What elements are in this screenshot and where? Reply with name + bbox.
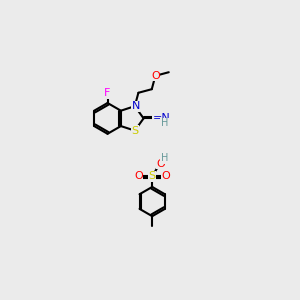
Text: O: O: [162, 171, 170, 181]
Text: H: H: [161, 118, 168, 128]
Text: O: O: [156, 159, 165, 169]
Text: S: S: [131, 126, 138, 136]
Text: S: S: [148, 171, 156, 181]
Text: =N: =N: [152, 112, 170, 123]
Text: F: F: [103, 88, 110, 98]
Text: N: N: [131, 101, 140, 111]
Text: O: O: [151, 71, 160, 81]
Text: O: O: [134, 171, 143, 181]
Text: H: H: [161, 153, 168, 164]
